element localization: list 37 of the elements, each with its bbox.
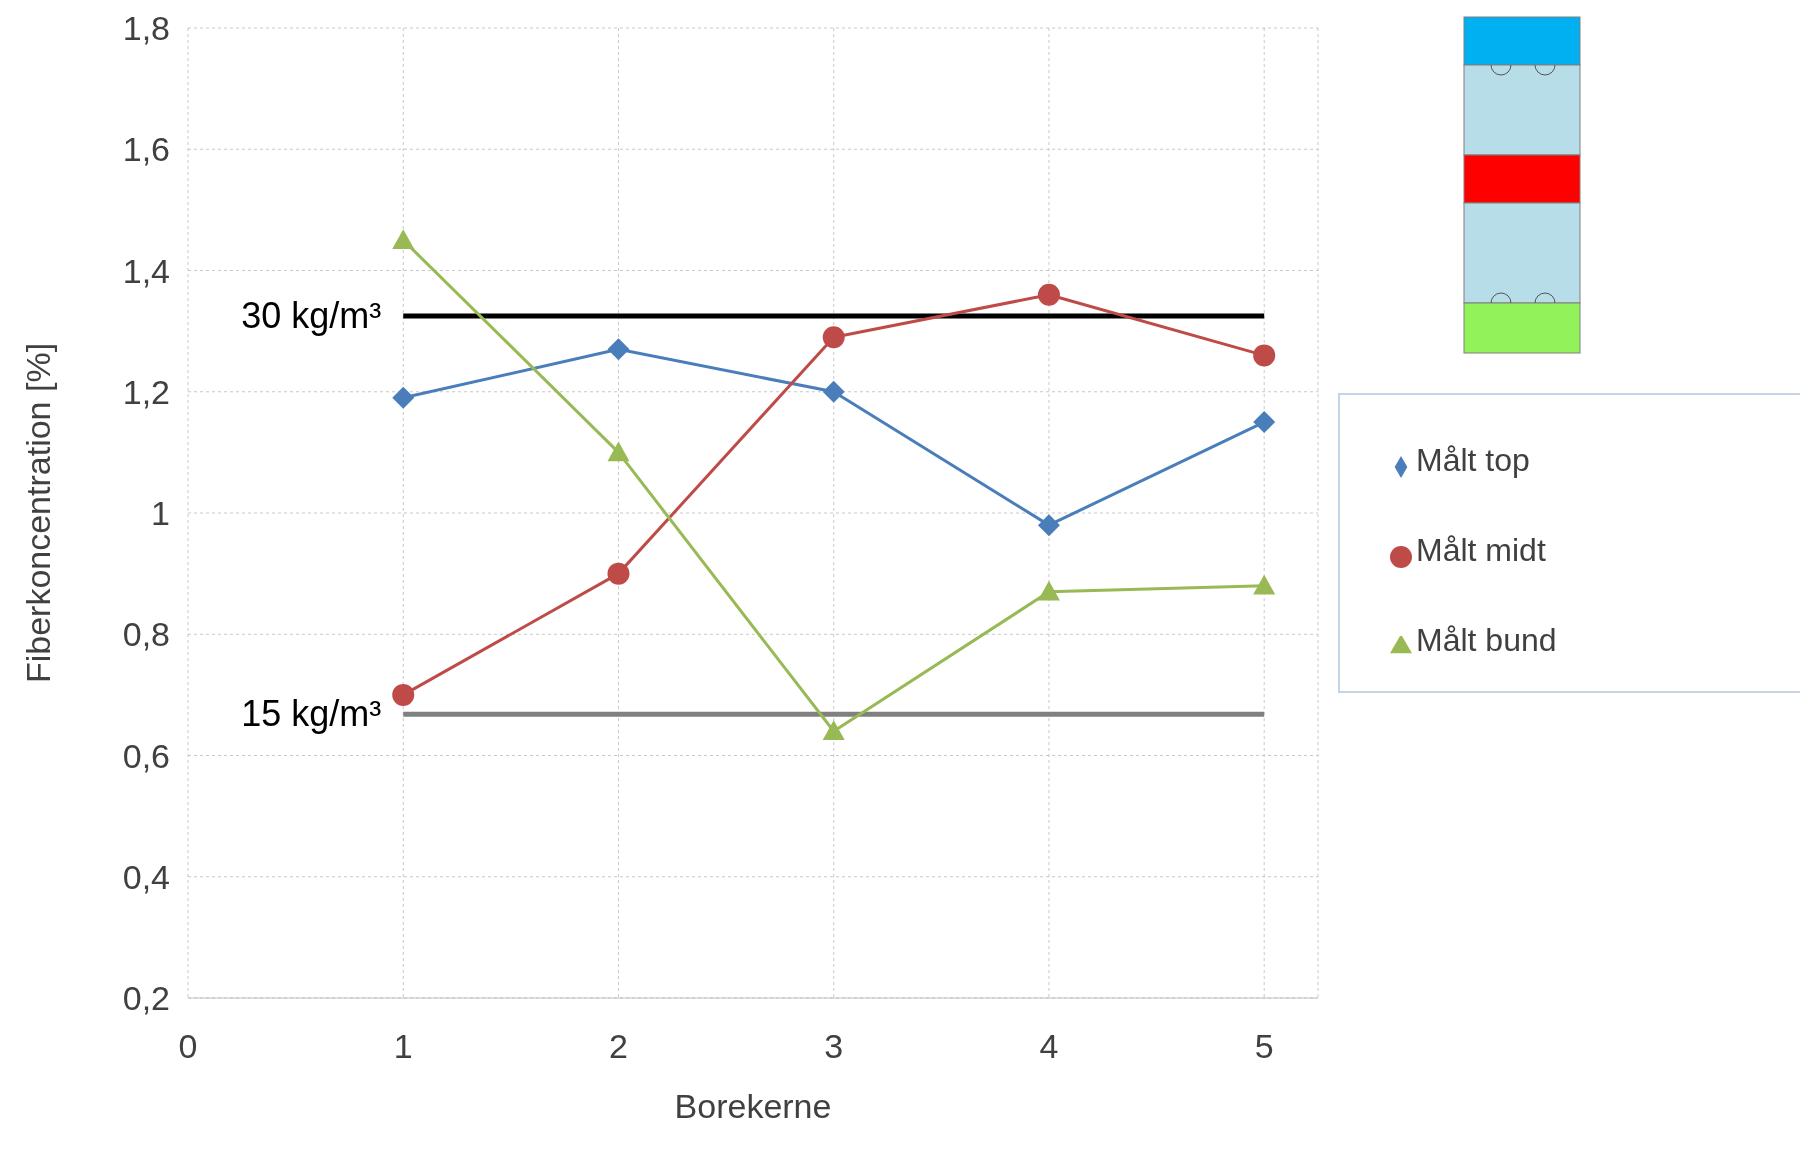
point (1037, 514, 1060, 537)
point (392, 386, 415, 409)
point (607, 338, 630, 361)
x-tick-label: 5 (1254, 1027, 1274, 1066)
y-tick-label: 0,2 (122, 979, 170, 1018)
ref-line-label: 15 kg/m³ (241, 693, 382, 735)
y-tick-label: 0,6 (122, 736, 170, 775)
y-tick-label: 0,4 (122, 857, 170, 896)
ref-line-label: 30 kg/m³ (241, 294, 382, 336)
point (1037, 580, 1060, 601)
x-axis-title: Borekerne (674, 1087, 832, 1125)
y-tick-label: 1,8 (122, 9, 170, 48)
point (822, 380, 845, 403)
y-tick-label: 1 (151, 494, 170, 533)
point (392, 229, 415, 249)
y-tick-label: 1,2 (122, 372, 170, 411)
point (1253, 344, 1276, 367)
x-tick-label: 0 (178, 1027, 198, 1066)
point (607, 562, 630, 585)
y-tick-label: 1,4 (122, 251, 170, 290)
point (822, 720, 845, 741)
point (1037, 283, 1060, 306)
point (1253, 574, 1276, 595)
point (392, 683, 415, 706)
y-tick-label: 0,8 (122, 615, 170, 654)
x-tick-label: 3 (824, 1027, 844, 1066)
point (822, 326, 845, 349)
legend-label: Målt midt (1416, 532, 1546, 568)
legend-label: Målt top (1416, 442, 1530, 478)
y-axis-title: Fiberkoncentration [%] (19, 342, 58, 684)
point (607, 441, 630, 462)
x-tick-label: 2 (609, 1027, 628, 1066)
y-tick-label: 1,6 (122, 130, 170, 169)
point (1253, 411, 1276, 434)
legend-label: Målt bund (1416, 622, 1557, 658)
x-tick-label: 4 (1039, 1027, 1059, 1066)
x-tick-label: 1 (393, 1027, 413, 1066)
